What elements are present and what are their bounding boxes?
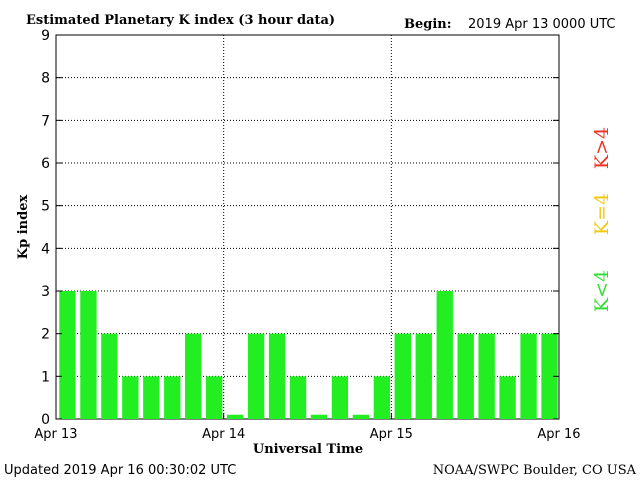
bar [122,376,139,419]
bar [101,333,118,419]
y-tick-label: 9 [41,28,50,44]
bar [185,333,202,419]
bar [206,376,223,419]
x-tick-label: Apr 16 [537,427,580,442]
y-axis-ticks: 0 1 2 3 4 5 6 7 8 9 [41,28,559,428]
y-tick-label: 3 [41,284,50,300]
bar [268,333,286,419]
bar [436,291,453,419]
chart-title: Estimated Planetary K index (3 hour data… [26,13,335,28]
legend-entry: K=4 [591,193,613,235]
x-tick-label: Apr 13 [34,427,77,442]
bar [541,333,558,419]
y-tick-label: 6 [41,156,50,172]
bar [415,333,432,419]
bar [80,291,97,419]
x-axis-ticks: Apr 13 Apr 14 Apr 15 Apr 16 [34,413,581,442]
grid-lines [56,34,559,419]
footer-updated: Updated 2019 Apr 16 00:30:02 UTC [4,463,236,478]
legend: K<4 K=4 K>4 [591,127,613,312]
y-tick-label: 0 [41,412,50,428]
bar [164,376,181,419]
plot-area [55,34,560,420]
x-tick-label: Apr 14 [202,427,245,442]
bar [373,376,391,419]
bar [394,333,411,419]
bar [310,414,328,419]
bar [352,414,370,419]
x-axis-label: Universal Time [253,442,363,457]
bar [499,376,516,419]
bar [226,414,244,419]
y-tick-label: 4 [41,241,50,257]
bar [59,291,76,419]
y-tick-label: 7 [41,113,50,129]
y-tick-label: 2 [41,327,50,343]
legend-entry: K>4 [591,127,613,169]
y-tick-label: 1 [41,369,50,385]
legend-entry: K<4 [591,270,613,312]
begin-value: 2019 Apr 13 0000 UTC [468,17,616,32]
bar [457,333,474,419]
bar [289,376,307,419]
x-tick-label: Apr 15 [370,427,413,442]
bar [478,333,495,419]
bar [520,333,537,419]
y-tick-label: 5 [41,199,50,215]
y-axis-label: Kp index [16,195,31,260]
bar [143,376,160,419]
bar [247,333,265,419]
bar [331,376,349,419]
y-tick-label: 8 [41,71,50,87]
bar-series [59,291,558,419]
begin-label: Begin: [404,17,452,32]
footer-source: NOAA/SWPC Boulder, CO USA [433,463,637,478]
